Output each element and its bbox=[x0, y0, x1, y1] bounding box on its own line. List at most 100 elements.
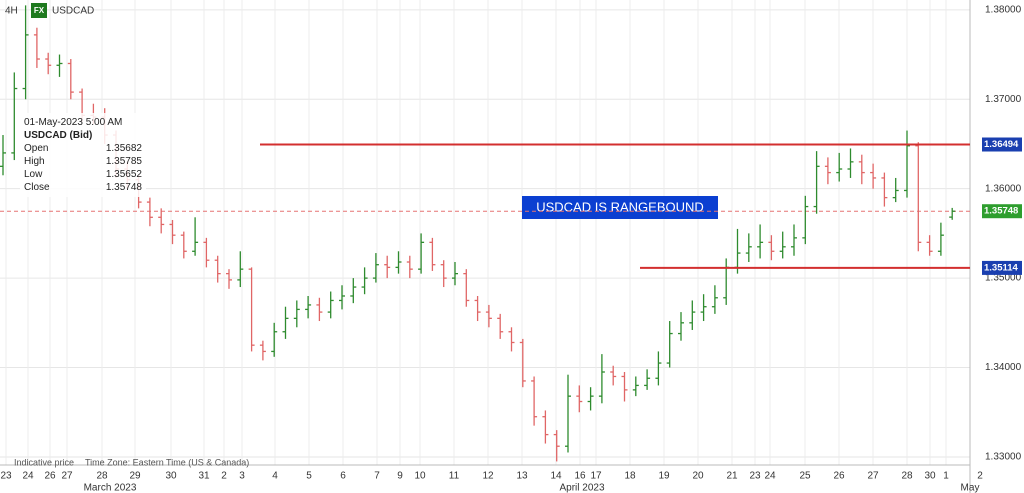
ohlc-bar bbox=[327, 291, 334, 319]
footer-note: Indicative price bbox=[14, 457, 74, 467]
ohlc-bar bbox=[0, 135, 6, 176]
month-label: March 2023 bbox=[84, 483, 137, 493]
ohlc-bar bbox=[214, 255, 221, 283]
x-tick-label: 1 bbox=[943, 471, 949, 482]
level-label-bg bbox=[982, 260, 1022, 275]
level-label-bg bbox=[982, 137, 1022, 152]
badge-bg bbox=[31, 3, 47, 18]
annotation-box bbox=[522, 196, 718, 219]
info-key: Low bbox=[24, 169, 43, 180]
last-price-label-bg bbox=[982, 204, 1022, 219]
x-tick-label: 28 bbox=[96, 471, 108, 482]
ohlc-bar bbox=[836, 152, 843, 182]
ohlc-bar bbox=[655, 351, 662, 386]
x-tick-label: 17 bbox=[590, 471, 602, 482]
x-tick-label: 29 bbox=[129, 471, 141, 482]
x-tick-label: 14 bbox=[550, 471, 562, 482]
ohlc-bar bbox=[881, 172, 888, 207]
ohlc-bar bbox=[711, 285, 718, 314]
ohlc-bar bbox=[485, 304, 492, 328]
x-tick-label: 19 bbox=[658, 471, 670, 482]
x-tick-label: 24 bbox=[22, 471, 34, 482]
ohlc-bar bbox=[689, 300, 696, 330]
info-key: High bbox=[24, 156, 45, 167]
ohlc-bar bbox=[904, 130, 910, 198]
info-date: 01-May-2023 5:00 AM bbox=[24, 117, 123, 128]
x-tick-label: 26 bbox=[44, 471, 56, 482]
ohlc-bar bbox=[598, 354, 605, 404]
ohlc-bar bbox=[11, 72, 18, 161]
ohlc-bar bbox=[666, 321, 673, 368]
ohlc-bar bbox=[452, 262, 458, 286]
x-tick-label: 27 bbox=[61, 471, 73, 482]
x-tick-label: 4 bbox=[272, 471, 278, 482]
y-tick-label: 1.34000 bbox=[985, 362, 1022, 373]
level-label: 1.36494 bbox=[984, 139, 1019, 150]
ohlc-bar bbox=[621, 372, 628, 402]
ohlc-bar bbox=[937, 222, 944, 256]
ohlc-bar bbox=[56, 54, 63, 77]
x-tick-label: 10 bbox=[414, 471, 426, 482]
x-tick-label: 9 bbox=[397, 471, 403, 482]
x-tick-label: 11 bbox=[449, 471, 460, 482]
ohlc-bar bbox=[440, 260, 447, 288]
x-tick-label: 21 bbox=[726, 471, 738, 482]
x-tick-label: 3 bbox=[239, 471, 245, 482]
ohlc-bar bbox=[146, 197, 153, 227]
info-key: Close bbox=[24, 182, 50, 193]
ohlc-bar bbox=[531, 376, 538, 426]
x-tick-label: 18 bbox=[624, 471, 636, 482]
ohlc-bar bbox=[384, 255, 391, 279]
ohlc-bar bbox=[519, 338, 526, 388]
ohlc-bar bbox=[644, 369, 651, 390]
ohlc-bar bbox=[508, 327, 515, 352]
info-value: 1.35785 bbox=[105, 156, 142, 167]
ohlc-bar bbox=[768, 235, 775, 261]
ohlc-bar bbox=[22, 5, 29, 100]
ohlc-bar bbox=[632, 376, 639, 397]
x-tick-label: 6 bbox=[340, 471, 346, 482]
info-box: 01-May-2023 5:00 AM USDCAD (Bid) Open 1.3… bbox=[20, 113, 146, 197]
ohlc-bar bbox=[474, 295, 481, 322]
ohlc-bar bbox=[824, 157, 831, 185]
ohlc-bar bbox=[858, 154, 865, 185]
y-tick-label: 1.35000 bbox=[985, 273, 1022, 284]
ohlc-bar bbox=[700, 294, 707, 322]
info-row: High 1.35785 bbox=[24, 155, 142, 168]
info-value: 1.35748 bbox=[105, 182, 142, 193]
level-label: 1.35114 bbox=[984, 262, 1019, 273]
ohlc-bar bbox=[237, 251, 244, 288]
ohlc-bar bbox=[949, 207, 956, 220]
ohlc-bar bbox=[259, 340, 266, 361]
ohlc-bar bbox=[180, 231, 187, 259]
ohlc-bar bbox=[395, 251, 402, 274]
ohlc-bar bbox=[745, 233, 752, 263]
ohlc-bar bbox=[915, 142, 922, 252]
ohlc-bar bbox=[429, 237, 436, 271]
info-value: 1.35652 bbox=[105, 169, 142, 180]
ohlc-bar bbox=[271, 322, 278, 357]
y-tick-label: 1.37000 bbox=[985, 94, 1022, 105]
ohlc-bar bbox=[305, 295, 312, 319]
ohlc-bar bbox=[226, 269, 232, 289]
ohlc-bar bbox=[169, 219, 176, 245]
ohlc-bar bbox=[678, 312, 684, 341]
x-tick-label: 7 bbox=[374, 471, 380, 482]
y-tick-label: 1.38000 bbox=[985, 4, 1022, 15]
month-label: May bbox=[961, 483, 980, 493]
ohlc-bar bbox=[791, 224, 797, 256]
ohlc-bar bbox=[67, 59, 74, 100]
ohlc-bar bbox=[406, 255, 413, 279]
x-tick-label: 12 bbox=[482, 471, 494, 482]
info-row: Open 1.35682 bbox=[24, 142, 142, 155]
ohlc-bar bbox=[248, 267, 255, 352]
info-key: Open bbox=[24, 143, 49, 154]
ohlc-bar bbox=[802, 195, 809, 245]
x-tick-label: 30 bbox=[165, 471, 177, 482]
ohlc-bar bbox=[497, 313, 504, 339]
x-tick-label: 24 bbox=[764, 471, 776, 482]
ohlc-bar bbox=[779, 231, 786, 259]
ohlc-bar bbox=[350, 278, 357, 304]
